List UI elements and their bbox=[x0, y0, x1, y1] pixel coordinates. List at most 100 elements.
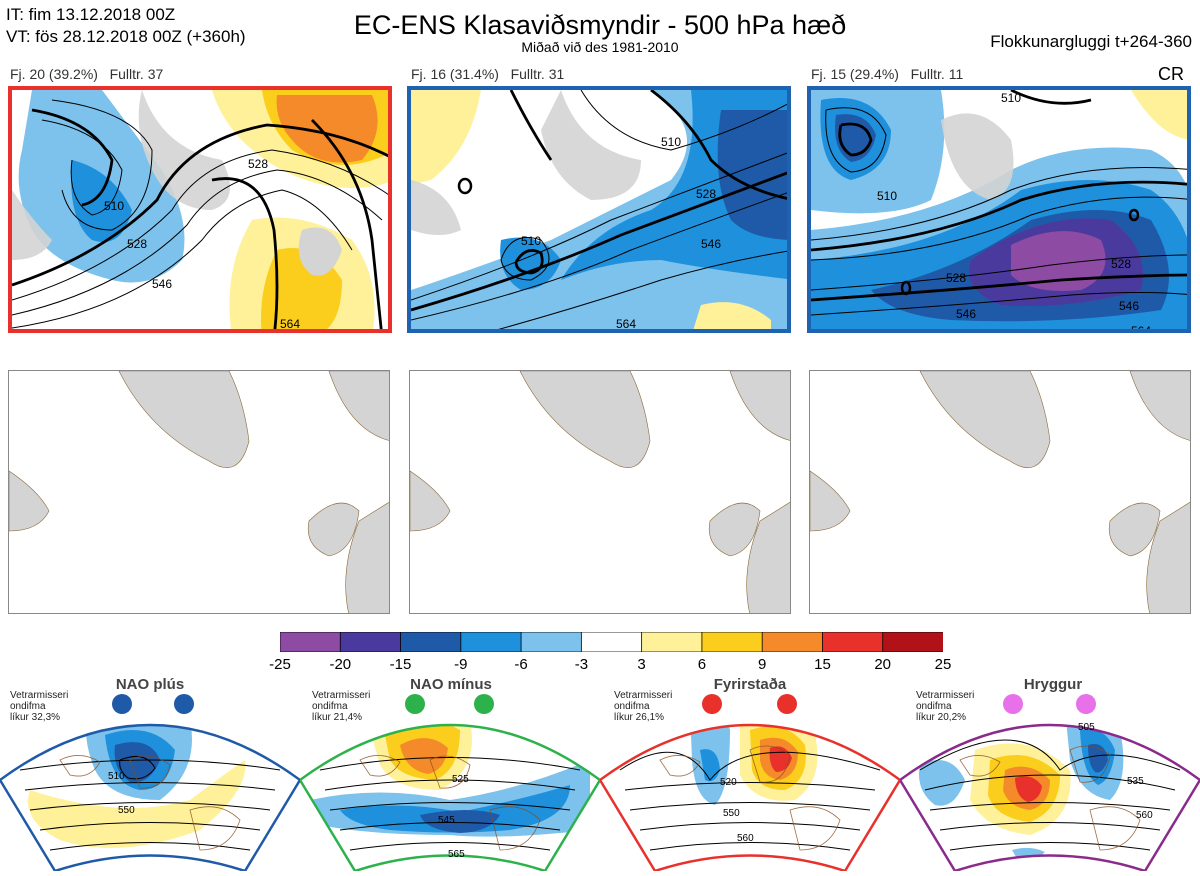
regime-4-map: 505 535 560 bbox=[898, 690, 1200, 873]
regime-1-marker-a bbox=[112, 694, 132, 714]
colorbar-tick-label: 6 bbox=[697, 656, 707, 673]
colorbar-tick-label: -20 bbox=[329, 656, 352, 673]
contour-label: 528 bbox=[248, 157, 268, 171]
regime-2-note: Vetrarmisseri ondifma líkur 21,4% bbox=[312, 690, 371, 723]
basemap-2 bbox=[409, 370, 791, 614]
regime-4-note: Vetrarmisseri ondifma líkur 20,2% bbox=[916, 690, 975, 723]
contour-label: 510 bbox=[104, 199, 124, 213]
colorbar-tick-label: 25 bbox=[934, 656, 952, 673]
contour-label: 564 bbox=[280, 317, 300, 331]
cluster-1-map: 510 528 528 546 564 bbox=[8, 86, 392, 333]
regime-2-marker-a bbox=[405, 694, 425, 714]
cluster-1-label: Fj. 20 (39.2%) Fulltr. 37 bbox=[10, 66, 164, 82]
regime-1-svg: 510 550 bbox=[0, 723, 302, 873]
regime-3-map: 520 550 560 bbox=[598, 690, 902, 873]
header-info: IT: fim 13.12.2018 00Z VT: fös 28.12.201… bbox=[6, 4, 246, 48]
colorbar-swatch bbox=[761, 631, 824, 653]
basemap-3 bbox=[809, 370, 1191, 614]
regime-1-note: Vetrarmisseri ondifma líkur 32,3% bbox=[10, 690, 69, 723]
cluster-3-label: Fj. 15 (29.4%) Fulltr. 11 bbox=[811, 66, 964, 82]
contour-label: 564 bbox=[1131, 324, 1151, 333]
colorbar-tick-label: -9 bbox=[454, 656, 468, 673]
regime-4-svg: 505 535 560 bbox=[898, 722, 1200, 873]
contour-label: 510 bbox=[661, 135, 681, 149]
colorbar-tick-label: -3 bbox=[574, 656, 589, 673]
regime-3-svg: 520 550 560 bbox=[598, 723, 902, 873]
colorbar-svg bbox=[279, 631, 944, 653]
regime-4-marker-b bbox=[1076, 694, 1096, 714]
colorbar-swatch bbox=[520, 631, 583, 653]
contour-label: 550 bbox=[723, 808, 740, 819]
regime-3-note: Vetrarmisseri ondifma líkur 26,1% bbox=[614, 690, 673, 723]
contour-label: 564 bbox=[616, 317, 636, 331]
contour-label: 565 bbox=[448, 849, 465, 860]
contour-label: 528 bbox=[946, 271, 966, 285]
cluster-1-svg: 510 528 528 546 564 bbox=[12, 90, 388, 331]
colorbar-swatch bbox=[580, 631, 643, 653]
colorbar-tick-label: 15 bbox=[814, 656, 831, 673]
colorbar-swatch bbox=[882, 631, 944, 653]
colorbar-swatch bbox=[822, 631, 884, 653]
contour-label: 520 bbox=[720, 777, 737, 788]
colorbar-swatch bbox=[460, 631, 522, 653]
valid-time: VT: fös 28.12.2018 00Z (+360h) bbox=[6, 27, 246, 46]
colorbar-tick-label: -25 bbox=[269, 656, 291, 673]
regime-1-marker-b bbox=[174, 694, 194, 714]
colorbar-swatch bbox=[701, 631, 764, 653]
regime-1-title: NAO plús bbox=[115, 676, 185, 693]
representative-tag: CR bbox=[1158, 64, 1184, 84]
regime-3-marker-b bbox=[777, 694, 797, 714]
init-time: IT: fim 13.12.2018 00Z bbox=[6, 5, 176, 24]
cluster-3-map: 510 510 528 528 546 546 564 bbox=[807, 86, 1191, 333]
contour-label: 510 bbox=[877, 189, 897, 203]
contour-label: 510 bbox=[521, 234, 541, 248]
colorbar-tick-label: -15 bbox=[389, 656, 412, 673]
cluster-3-svg: 510 510 528 528 546 546 564 bbox=[811, 90, 1187, 333]
regime-3-marker-a bbox=[702, 694, 722, 714]
contour-label: 528 bbox=[127, 237, 147, 251]
colorbar bbox=[279, 631, 944, 653]
colorbar-tick-label: 3 bbox=[637, 656, 646, 673]
contour-label: 545 bbox=[438, 815, 455, 826]
contour-label: 505 bbox=[1078, 722, 1095, 733]
basemap-3-svg bbox=[810, 371, 1190, 613]
contour-label: 546 bbox=[956, 307, 976, 321]
contour-label: 546 bbox=[152, 277, 172, 291]
basemap-2-svg bbox=[410, 371, 790, 613]
cluster-2-map: 510 510 528 546 564 bbox=[407, 86, 791, 333]
contour-label: 535 bbox=[1127, 776, 1144, 787]
regime-2-title: NAO mínus bbox=[410, 676, 492, 693]
basemap-1-svg bbox=[9, 371, 389, 613]
contour-label: 560 bbox=[737, 833, 754, 844]
colorbar-swatch bbox=[400, 631, 462, 653]
regime-4-title: Hryggur bbox=[1023, 676, 1083, 693]
colorbar-swatch bbox=[641, 631, 703, 653]
contour-label: 510 bbox=[108, 771, 125, 782]
contour-label: 510 bbox=[1001, 91, 1021, 105]
colorbar-tick-label: -6 bbox=[514, 656, 528, 673]
basemap-1 bbox=[8, 370, 390, 614]
colorbar-swatch bbox=[279, 631, 342, 653]
window-label: Flokkunargluggi t+264-360 bbox=[990, 32, 1192, 51]
contour-label: 546 bbox=[701, 237, 721, 251]
regime-3-title: Fyrirstaða bbox=[713, 676, 787, 693]
colorbar-swatch bbox=[339, 631, 402, 653]
colorbar-tick-label: 9 bbox=[758, 656, 767, 673]
regime-2-map: 525 545 565 bbox=[298, 690, 602, 873]
regime-2-svg: 525 545 565 bbox=[298, 723, 602, 873]
contour-label: 546 bbox=[1119, 299, 1139, 313]
colorbar-tick-label: 20 bbox=[874, 656, 892, 673]
contour-label: 528 bbox=[1111, 257, 1131, 271]
page-title: EC-ENS Klasaviðsmyndir - 500 hPa hæð bbox=[353, 10, 847, 40]
colorbar-labels: -25 -20 -15 -9 -6 -3 3 6 9 15 20 25 bbox=[260, 656, 963, 674]
contour-label: 550 bbox=[118, 805, 135, 816]
regime-2-marker-b bbox=[474, 694, 494, 714]
page-subtitle: Miðað við des 1981-2010 bbox=[521, 39, 679, 55]
cluster-2-svg: 510 510 528 546 564 bbox=[411, 90, 787, 331]
regime-1-map: 510 550 bbox=[0, 690, 302, 873]
cluster-2-label: Fj. 16 (31.4%) Fulltr. 31 bbox=[411, 66, 565, 82]
contour-label: 560 bbox=[1136, 810, 1153, 821]
contour-label: 528 bbox=[696, 187, 716, 201]
regime-4-marker-a bbox=[1003, 694, 1023, 714]
contour-label: 525 bbox=[452, 774, 469, 785]
